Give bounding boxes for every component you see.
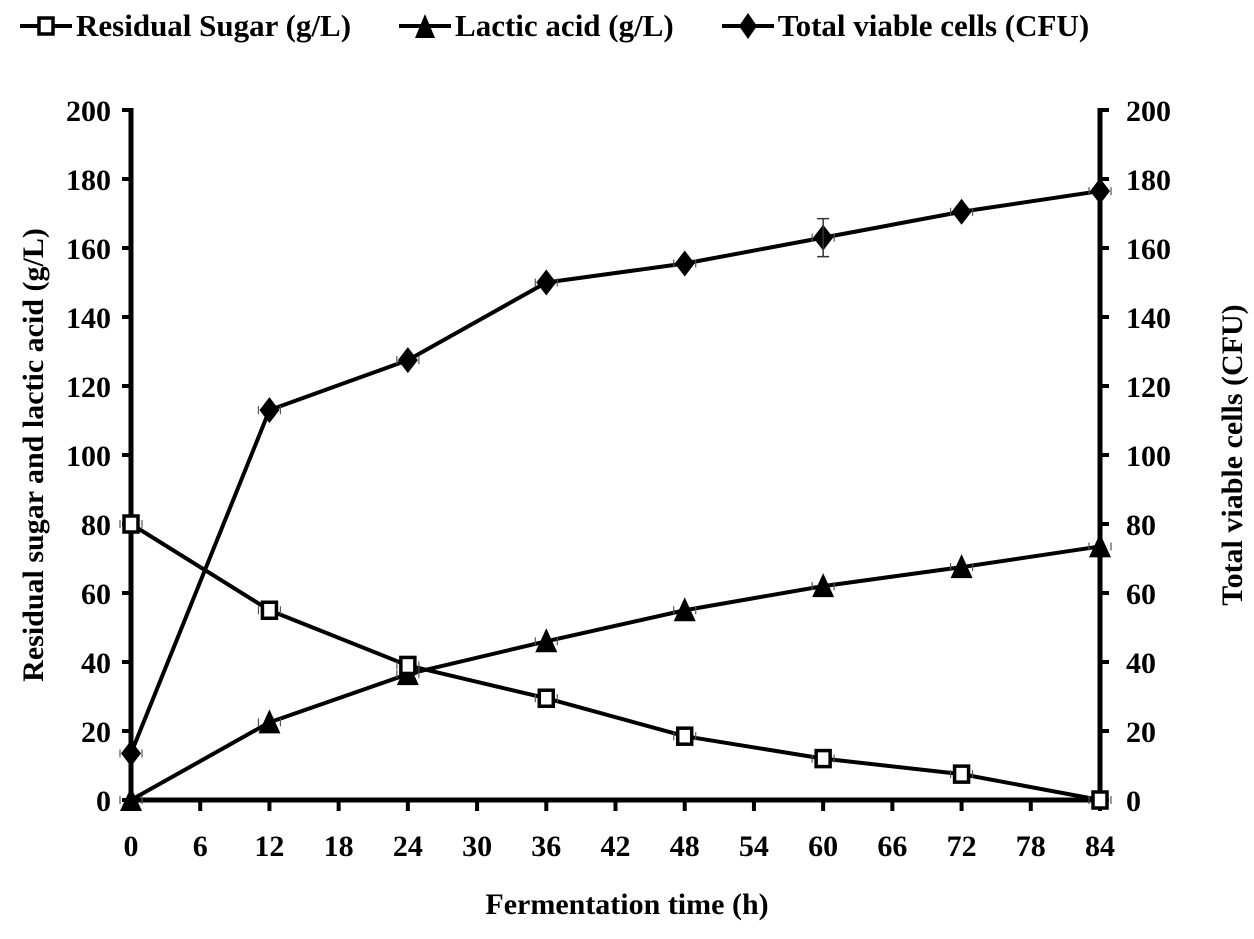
x-tick-label: 66: [877, 830, 907, 863]
series-line: [130, 544, 1101, 802]
series-markers: [119, 178, 1112, 767]
x-tick-label: 78: [1016, 830, 1046, 863]
y-tick-label-left: 100: [66, 440, 111, 473]
series-line: [129, 189, 1101, 755]
series-line: [129, 522, 1101, 802]
y-tick-label-left: 140: [66, 302, 111, 335]
x-tick-label: 36: [531, 830, 561, 863]
series-markers: [119, 514, 1112, 810]
y-tick-label-left: 0: [96, 785, 111, 818]
chart-legend: Residual Sugar (g/L) Lactic acid (g/L) T…: [18, 4, 1135, 48]
y-axis-title-left: Residual sugar and lactic acid (g/L): [17, 228, 50, 682]
y-tick-label-right: 20: [1126, 716, 1156, 749]
y-tick-label-right: 120: [1126, 371, 1171, 404]
legend-item-residual-sugar: Residual Sugar (g/L): [18, 8, 351, 44]
y-tick-label-left: 120: [66, 371, 111, 404]
series-markers: [119, 533, 1112, 811]
x-tick-label: 48: [670, 830, 700, 863]
y-tick-label-left: 180: [66, 164, 111, 197]
axes: 0204060801001201401601802000204060801001…: [66, 95, 1171, 863]
x-tick-label: 18: [324, 830, 354, 863]
x-axis-title: Fermentation time (h): [485, 888, 769, 921]
x-tick-label: 54: [739, 830, 769, 863]
filled-triangle-marker-icon: [399, 14, 452, 38]
x-tick-label: 60: [808, 830, 838, 863]
y-tick-label-left: 80: [81, 509, 111, 542]
open-square-marker-icon: [20, 16, 72, 36]
legend-label: Residual Sugar (g/L): [76, 8, 352, 43]
x-tick-label: 30: [462, 830, 492, 863]
x-tick-label: 42: [601, 830, 631, 863]
legend-label: Total viable cells (CFU): [777, 8, 1090, 43]
x-tick-label: 84: [1085, 830, 1115, 863]
y-tick-label-left: 20: [81, 716, 111, 749]
y-tick-label-right: 160: [1126, 233, 1171, 266]
x-tick-label: 12: [254, 830, 284, 863]
y-tick-label-right: 80: [1126, 509, 1156, 542]
x-tick-label: 24: [393, 830, 423, 863]
x-tick-label: 6: [193, 830, 208, 863]
y-tick-label-right: 200: [1126, 95, 1171, 128]
x-tick-label: 72: [947, 830, 977, 863]
legend-label: Lactic acid (g/L): [455, 8, 674, 43]
y-tick-label-left: 200: [66, 95, 111, 128]
legend-item-total-viable-cells: Total viable cells (CFU): [720, 8, 1089, 44]
y-tick-label-left: 160: [66, 233, 111, 266]
x-tick-label: 0: [124, 830, 139, 863]
y-tick-label-right: 0: [1126, 785, 1141, 818]
y-tick-label-left: 60: [81, 578, 111, 611]
y-tick-label-left: 40: [81, 647, 111, 680]
data-series: [119, 178, 1112, 811]
y-tick-label-right: 140: [1126, 302, 1171, 335]
y-tick-label-right: 100: [1126, 440, 1171, 473]
legend-item-lactic-acid: Lactic acid (g/L): [397, 8, 674, 44]
y-tick-label-right: 60: [1126, 578, 1156, 611]
y-tick-label-right: 40: [1126, 647, 1156, 680]
y-axis-title-right: Total viable cells (CFU): [1216, 304, 1249, 606]
filled-diamond-marker-icon: [721, 13, 774, 39]
y-tick-label-right: 180: [1126, 164, 1171, 197]
